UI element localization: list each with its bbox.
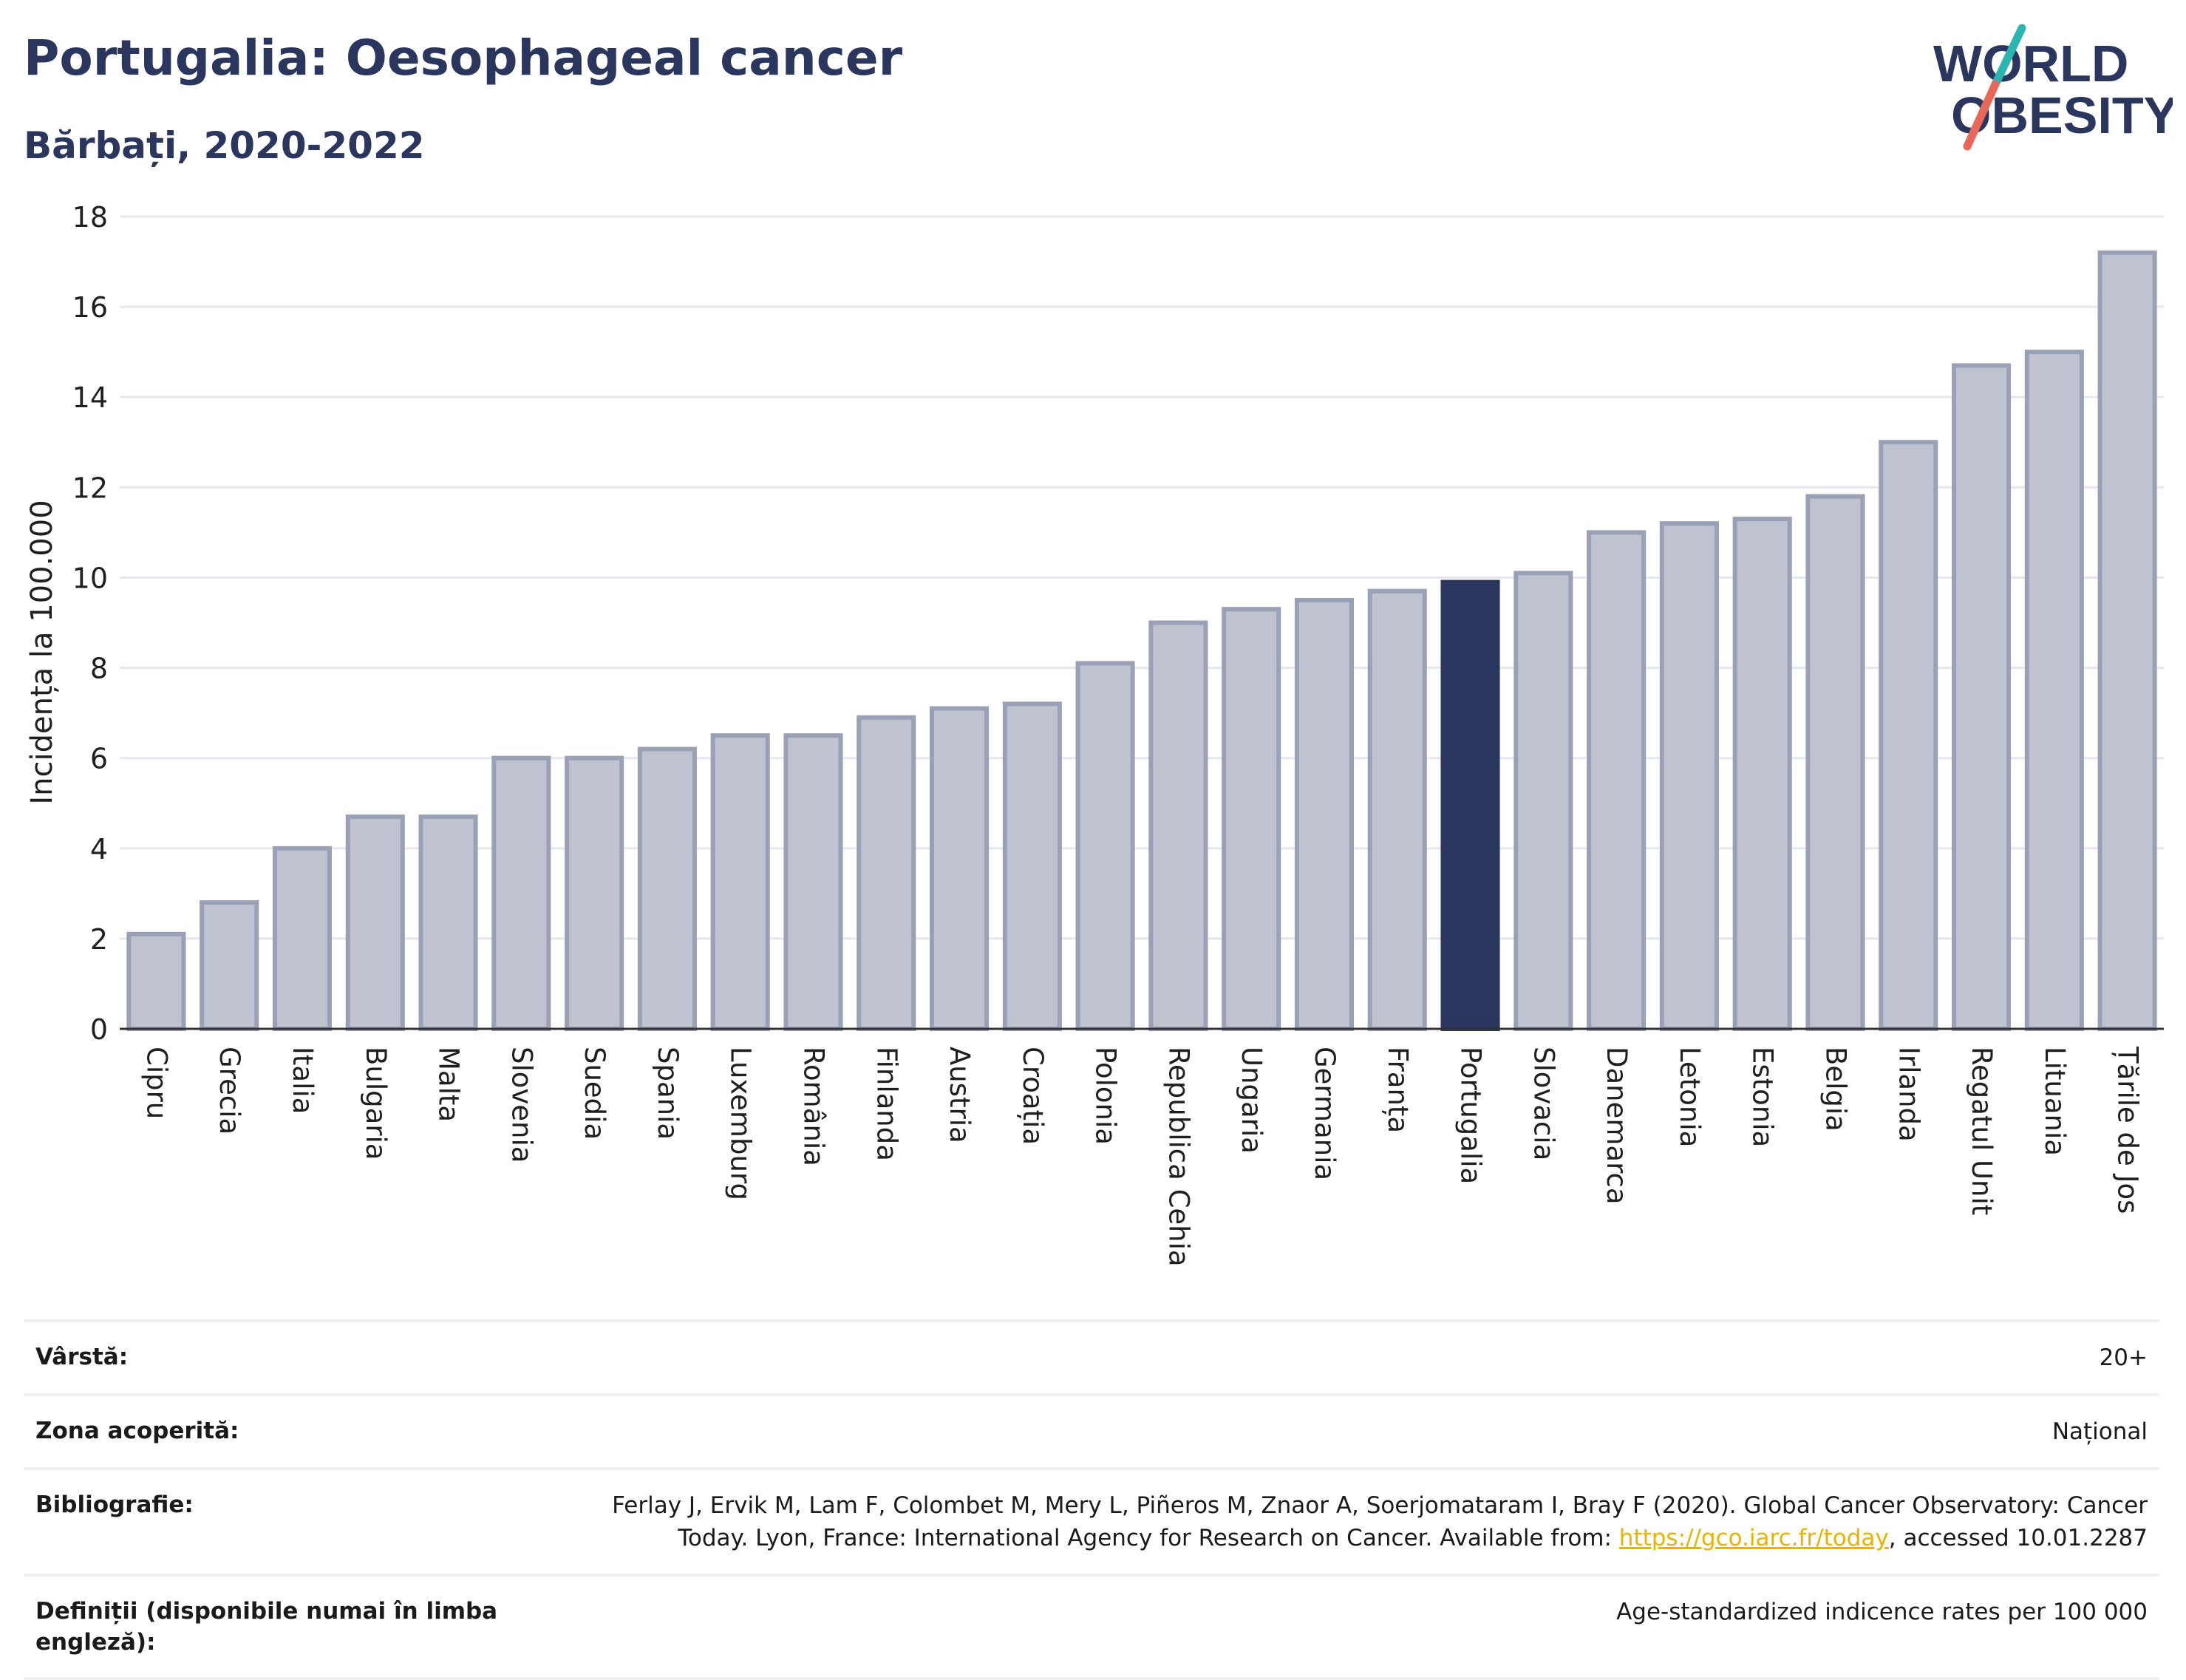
bar-1 xyxy=(200,900,259,1031)
age-label: Vârstă: xyxy=(35,1344,129,1370)
bar-9 xyxy=(783,733,843,1032)
x-tick-label-26: Lituania xyxy=(2039,1047,2071,1156)
x-tick-label-11: Austria xyxy=(944,1047,975,1143)
bar-8 xyxy=(710,733,770,1032)
bar-14 xyxy=(1148,620,1208,1031)
bar-0 xyxy=(126,931,186,1031)
bar-13 xyxy=(1075,661,1135,1031)
y-tick-label-2: 4 xyxy=(90,833,108,865)
y-tick-label-6: 12 xyxy=(72,472,108,504)
y-axis-label: Incidența la 100.000 xyxy=(25,500,59,804)
bars xyxy=(126,250,2157,1032)
x-tick-label-4: Malta xyxy=(433,1047,465,1122)
bar-12 xyxy=(1002,701,1062,1032)
bar-23 xyxy=(1805,494,1865,1031)
x-tick-label-27: Țările de Jos xyxy=(2112,1046,2144,1214)
info-row-age: Vârstă: 20+ xyxy=(24,1319,2159,1393)
x-tick-label-22: Estonia xyxy=(1747,1047,1779,1147)
x-tick-label-13: Polonia xyxy=(1090,1047,1122,1145)
bar-chart: 0 2 4 6 8 10 12 14 16 18 Cipru Grecia Italia Bulgari… xyxy=(25,201,2164,1267)
bar-6 xyxy=(565,755,624,1031)
y-tick-labels: 0 2 4 6 8 10 12 14 16 18 xyxy=(72,201,108,1046)
bar-24 xyxy=(1879,440,1938,1031)
logo-slash-bottom xyxy=(1963,80,2000,151)
logo-line1: WORLD xyxy=(1933,35,2128,92)
x-tick-label-17: Franța xyxy=(1382,1047,1414,1133)
page-subtitle: Bărbați, 2020-2022 xyxy=(24,124,425,167)
info-row-area: Zona acoperită: Național xyxy=(24,1393,2159,1467)
x-tick-label-10: Finlanda xyxy=(871,1047,902,1161)
y-tick-label-4: 8 xyxy=(90,653,108,685)
bar-22 xyxy=(1732,517,1792,1031)
x-tick-label-19: Slovacia xyxy=(1528,1047,1559,1160)
bar-17 xyxy=(1367,588,1427,1031)
bar-18 xyxy=(1440,579,1500,1031)
bar-26 xyxy=(2024,350,2084,1031)
y-tick-label-9: 18 xyxy=(72,201,108,234)
bibliography-label: Bibliografie: xyxy=(35,1492,194,1518)
x-tick-label-20: Danemarca xyxy=(1601,1047,1632,1205)
bar-20 xyxy=(1587,530,1647,1031)
info-row-definitions: Definiții (disponibile numai în limba en… xyxy=(24,1574,2159,1680)
bar-21 xyxy=(1659,521,1719,1031)
x-tick-label-8: Luxemburg xyxy=(725,1047,757,1200)
x-tick-label-6: Suedia xyxy=(579,1047,610,1140)
bibliography-accessed: , accessed 10.01.2287 xyxy=(1888,1525,2148,1551)
y-tick-label-0: 0 xyxy=(90,1013,108,1046)
bar-25 xyxy=(1951,363,2012,1031)
x-tick-label-0: Cipru xyxy=(140,1047,172,1119)
bar-4 xyxy=(418,815,478,1032)
bar-3 xyxy=(345,815,405,1032)
definitions-value: Age-standardized indicence rates per 100… xyxy=(1616,1599,2148,1625)
bar-5 xyxy=(491,755,551,1031)
x-tick-label-24: Irlanda xyxy=(1893,1047,1924,1142)
bar-27 xyxy=(2097,250,2157,1031)
x-tick-label-5: Slovenia xyxy=(505,1047,537,1163)
x-tick-label-16: Germania xyxy=(1309,1047,1341,1180)
x-tick-label-1: Grecia xyxy=(214,1047,245,1135)
y-tick-label-7: 14 xyxy=(72,381,108,414)
x-tick-label-25: Regatul Unit xyxy=(1966,1047,1998,1215)
y-tick-label-5: 10 xyxy=(72,562,108,594)
bar-19 xyxy=(1513,571,1573,1031)
x-tick-label-2: Italia xyxy=(287,1047,319,1114)
bar-2 xyxy=(272,846,333,1032)
x-tick-label-7: Spania xyxy=(652,1047,684,1140)
bibliography-text: Ferlay J, Ervik M, Lam F, Colombet M, Me… xyxy=(612,1492,2148,1551)
definitions-label: Definiții (disponibile numai în limba en… xyxy=(35,1598,498,1656)
x-tick-label-12: Croația xyxy=(1017,1047,1049,1145)
y-tick-label-1: 2 xyxy=(90,923,108,956)
x-tick-label-3: Bulgaria xyxy=(360,1047,392,1160)
area-label: Zona acoperită: xyxy=(35,1418,239,1444)
x-tick-label-21: Letonia xyxy=(1674,1047,1706,1147)
x-tick-label-15: Ungaria xyxy=(1236,1047,1267,1154)
logo-slash-top xyxy=(1991,24,2026,89)
area-value: Național xyxy=(2051,1418,2148,1445)
x-tick-label-18: Portugalia xyxy=(1455,1047,1487,1184)
bibliography-link[interactable]: https://gco.iarc.fr/today xyxy=(1618,1525,1889,1551)
x-tick-label-14: Republica Cehia xyxy=(1162,1047,1194,1267)
x-tick-label-23: Belgia xyxy=(1819,1047,1851,1132)
page-title: Portugalia: Oesophageal cancer xyxy=(24,30,903,86)
bar-11 xyxy=(929,706,990,1031)
bar-15 xyxy=(1222,607,1281,1031)
age-value: 20+ xyxy=(2099,1344,2148,1371)
info-row-bibliography: Bibliografie: Ferlay J, Ervik M, Lam F, … xyxy=(24,1467,2159,1574)
bar-7 xyxy=(637,747,697,1031)
y-tick-label-3: 6 xyxy=(90,743,108,775)
bar-10 xyxy=(857,715,916,1031)
world-obesity-logo: WORLD OBESITY xyxy=(1933,24,2173,151)
info-table: Vârstă: 20+ Zona acoperită: Național Bib… xyxy=(24,1319,2159,1680)
x-tick-label-9: România xyxy=(797,1047,829,1166)
x-tick-labels: Cipru Grecia Italia Bulgaria Malta Slovenia Su… xyxy=(140,1046,2143,1267)
bibliography-value: Ferlay J, Ervik M, Lam F, Colombet M, Me… xyxy=(559,1489,2148,1554)
y-tick-label-8: 16 xyxy=(72,291,108,324)
bar-16 xyxy=(1294,597,1355,1031)
